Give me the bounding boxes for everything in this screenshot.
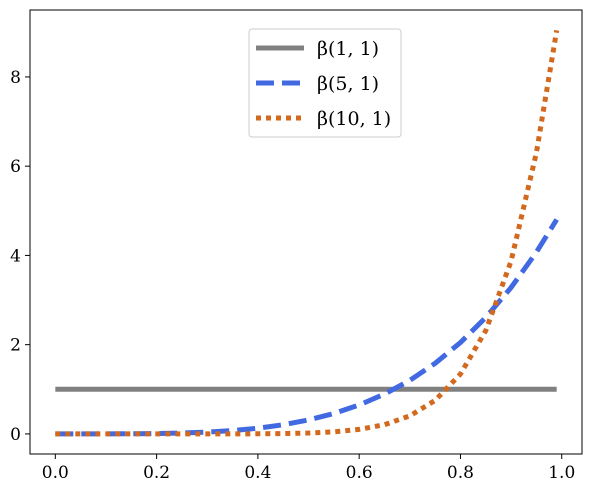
- x-tick-label: 0.8: [447, 463, 474, 483]
- legend-label-3: β(10, 1): [317, 108, 391, 130]
- y-tick-label: 8: [10, 68, 21, 88]
- x-tick-label: 0.4: [244, 463, 271, 483]
- legend-label-1: β(1, 1): [317, 38, 379, 60]
- y-tick-label: 2: [10, 336, 21, 356]
- y-axis: 0 2 4 6 8: [10, 68, 30, 445]
- x-tick-label: 0.2: [143, 463, 170, 483]
- x-axis: 0.0 0.2 0.4 0.6 0.8 1.0: [42, 454, 575, 483]
- x-tick-label: 0.6: [346, 463, 373, 483]
- y-tick-label: 4: [10, 246, 21, 266]
- plot-frame: [29, 9, 583, 455]
- y-tick-label: 0: [10, 425, 21, 445]
- legend-label-2: β(5, 1): [317, 73, 379, 95]
- y-tick-label: 6: [10, 157, 21, 177]
- x-tick-label: 1.0: [548, 463, 575, 483]
- x-tick-label: 0.0: [42, 463, 69, 483]
- legend: β(1, 1) β(5, 1) β(10, 1): [248, 28, 402, 138]
- series-line-3: [55, 29, 560, 437]
- legend-box: [248, 28, 402, 138]
- series-line-2: [55, 218, 559, 437]
- plot-lines: [55, 29, 560, 437]
